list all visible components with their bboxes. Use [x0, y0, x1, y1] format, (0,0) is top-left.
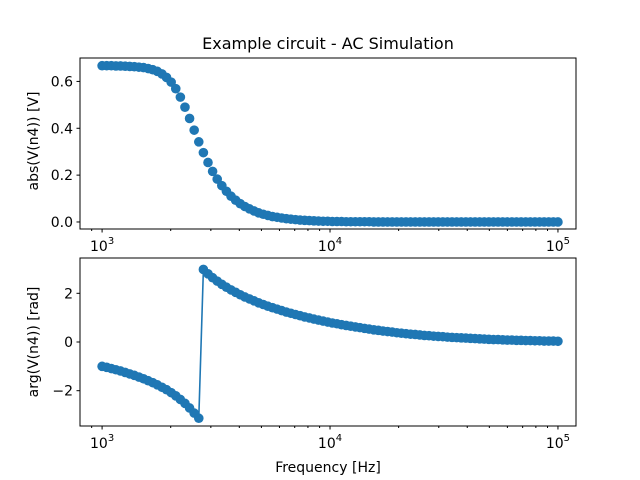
x-tick-label-exponent: 5 — [564, 433, 570, 444]
x-tick-label-base: 10 — [546, 239, 564, 255]
x-tick-label-base: 10 — [546, 436, 564, 452]
x-tick-label: 105 — [546, 433, 570, 452]
data-point — [553, 217, 563, 227]
y-tick-label: 0.6 — [51, 74, 73, 90]
data-point — [180, 102, 190, 112]
x-tick-label-exponent: 4 — [336, 236, 342, 247]
data-point — [193, 413, 204, 424]
phase-plot: 103 104 105−202 — [52, 257, 577, 452]
data-point — [198, 147, 209, 158]
data-point — [193, 137, 204, 147]
x-tick-label: 104 — [318, 433, 342, 452]
x-tick-label-exponent: 3 — [108, 433, 114, 444]
x-tick-label: 103 — [90, 236, 114, 255]
data-point — [203, 157, 213, 168]
x-tick-label-base: 10 — [90, 436, 108, 452]
data-point — [189, 125, 199, 135]
y-tick-label: 2 — [64, 286, 73, 302]
data-point — [184, 113, 195, 124]
data-point — [207, 166, 218, 177]
y-tick-label: 0 — [64, 335, 73, 351]
x-tick-label-exponent: 5 — [564, 236, 570, 247]
plot-frame — [79, 57, 577, 230]
top-chart-title: Example circuit - AC Simulation — [202, 34, 454, 53]
x-tick-label-base: 10 — [90, 239, 108, 255]
x-tick-label-exponent: 4 — [336, 433, 342, 444]
data-point — [175, 92, 186, 102]
bottom-chart-xlabel: Frequency [Hz] — [275, 460, 381, 476]
x-tick-label-exponent: 3 — [108, 236, 114, 247]
x-tick-label: 105 — [546, 236, 570, 255]
x-tick-label: 103 — [90, 433, 114, 452]
y-tick-label: −2 — [52, 384, 73, 400]
x-tick-label-base: 10 — [318, 436, 336, 452]
y-tick-label: 0.0 — [51, 215, 73, 231]
top-chart-ylabel: abs(V(n4)) [V] — [26, 92, 42, 191]
data-point — [553, 336, 563, 347]
bottom-chart-ylabel: arg(V(n4)) [rad] — [26, 287, 42, 398]
x-tick-label-base: 10 — [318, 239, 336, 255]
y-tick-label: 0.2 — [51, 168, 73, 184]
y-tick-label: 0.4 — [51, 121, 73, 137]
data-point — [170, 83, 181, 94]
x-tick-label: 104 — [318, 236, 342, 255]
